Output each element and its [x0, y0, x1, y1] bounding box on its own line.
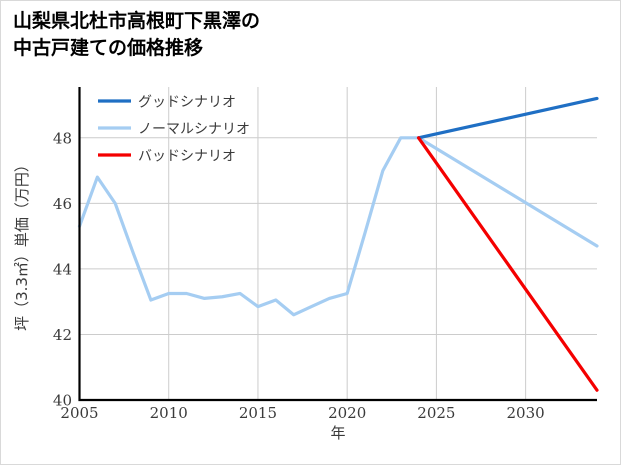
y-tick-label: 48: [53, 129, 72, 147]
x-tick-label: 2020: [328, 404, 366, 422]
series-line-1: [77, 136, 599, 317]
legend-label-2: ノーマルシナリオ: [138, 122, 250, 138]
x-tick-label: 2015: [239, 404, 277, 422]
x-tick-labels: 2005 2010 2015 2020 2025 2030: [60, 404, 544, 422]
series-group: [77, 96, 599, 392]
x-axis-title: 年: [330, 424, 345, 442]
y-tick-label: 42: [53, 326, 72, 344]
y-tick-labels: 40 42 44 46 48: [53, 129, 72, 409]
y-tick-label: 44: [53, 260, 72, 278]
x-tick-label: 2005: [60, 404, 98, 422]
x-tick-label: 2025: [417, 404, 455, 422]
legend-label-3: バッドシナリオ: [138, 149, 236, 165]
gridlines: [79, 87, 597, 401]
series-line-2: [416, 96, 599, 140]
x-tick-label: 2030: [507, 404, 545, 422]
y-axis-title: 坪（3.3㎡）単価（万円）: [13, 157, 31, 331]
y-tick-label: 46: [53, 195, 72, 213]
page-title: 山梨県北杜市高根町下黒澤の 中古戸建ての価格推移: [13, 11, 261, 59]
axis-spines: [78, 87, 597, 402]
legend-label-1: グッドシナリオ: [138, 95, 236, 111]
axis-spine-path: [78, 87, 597, 402]
y-tick-label: 40: [53, 392, 72, 410]
x-tick-label: 2010: [150, 404, 188, 422]
series-line-3: [416, 136, 599, 392]
